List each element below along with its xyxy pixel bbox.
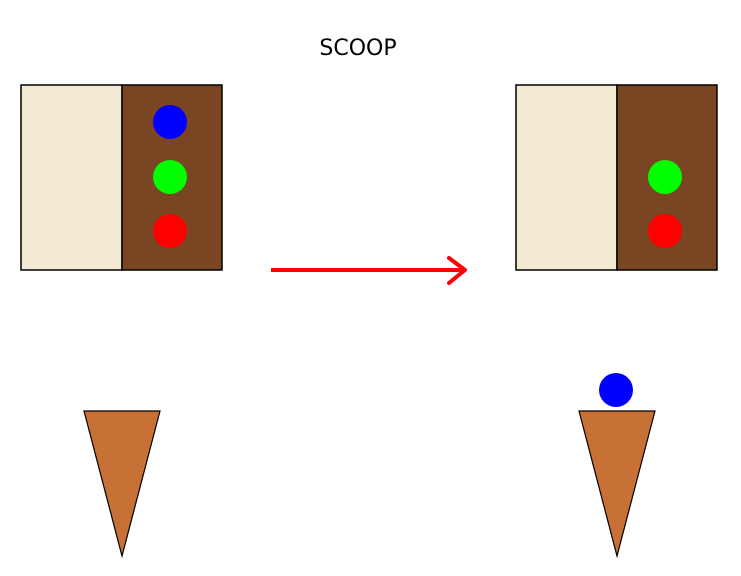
diagram-title: SCOOP [319, 36, 396, 61]
after-cone-scoops [599, 373, 633, 407]
red-scoop [648, 214, 682, 248]
before-cone-group [83, 410, 161, 559]
before-cone [83, 410, 161, 559]
after-cream-compartment [515, 84, 618, 271]
before-tub [20, 84, 223, 271]
after-tub [515, 84, 718, 271]
green-scoop [648, 160, 682, 194]
before-state [20, 84, 223, 559]
after-cone-group [578, 373, 656, 559]
transition-arrow [271, 256, 467, 285]
blue-scoop [153, 105, 187, 139]
arrow-head [447, 256, 467, 285]
before-tub-scoops [153, 105, 187, 248]
after-tub-scoops [648, 160, 682, 248]
red-scoop [153, 214, 187, 248]
before-cream-compartment [20, 84, 123, 271]
after-cone [578, 410, 656, 559]
after-state [515, 84, 718, 559]
blue-scoop-on-cone [599, 373, 633, 407]
green-scoop [153, 160, 187, 194]
